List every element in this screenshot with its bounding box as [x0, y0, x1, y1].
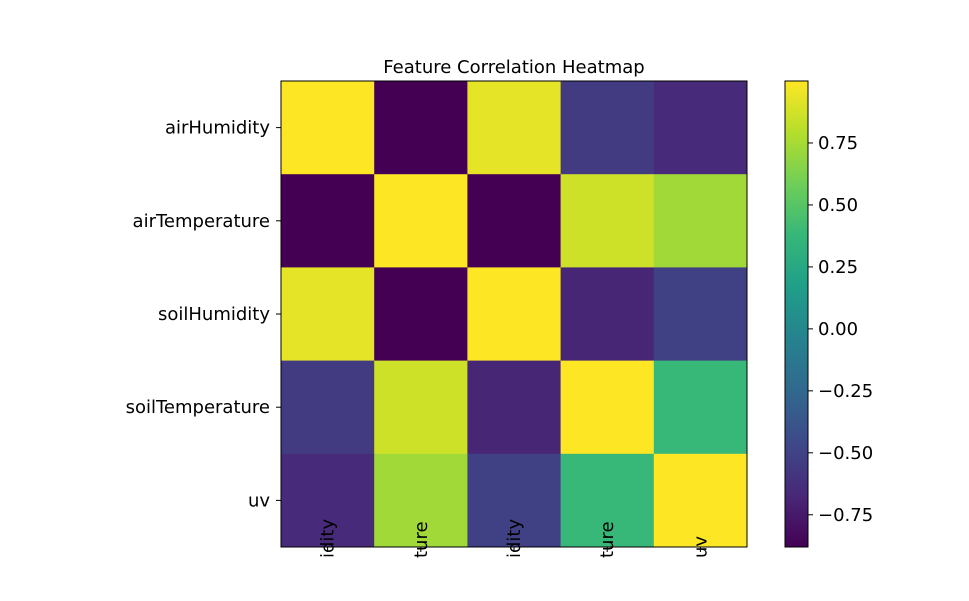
- heatmap-cell: [653, 267, 748, 362]
- heatmap-cell: [653, 81, 748, 175]
- y-tick-label: soilHumidity: [158, 304, 270, 325]
- heatmap-cell: [281, 360, 375, 455]
- heatmap-cell: [281, 174, 375, 268]
- heatmap-cell: [281, 453, 375, 548]
- column-labels: idity ture idity ture uv: [318, 519, 712, 558]
- y-tick-label: soilTemperature: [126, 397, 270, 418]
- heatmap-cell: [281, 81, 375, 175]
- colorbar-tick-label: −0.25: [818, 381, 873, 402]
- heatmap-cell: [653, 453, 748, 548]
- colorbar-frame: [784, 80, 809, 548]
- heatmap-cell: [374, 174, 468, 268]
- heatmap-cell: [653, 174, 748, 268]
- heatmap-cell: [467, 360, 562, 455]
- x-tick-label: idity: [504, 519, 525, 558]
- x-tick-label: ture: [411, 521, 432, 558]
- colorbar-tick-label: 0.50: [818, 195, 858, 216]
- heatmap-cell: [653, 360, 748, 455]
- colorbar-tick-label: 0.25: [818, 257, 858, 278]
- colorbar-tick-label: −0.75: [818, 505, 873, 526]
- heatmap-cell: [467, 453, 562, 548]
- x-tick-label: ture: [597, 521, 618, 558]
- y-tick-label: airHumidity: [165, 118, 270, 139]
- colorbar-tick-label: 0.00: [818, 319, 858, 340]
- heatmap-cell: [281, 267, 375, 362]
- heatmap-cell: [467, 174, 562, 268]
- heatmap-cell: [560, 267, 655, 362]
- colorbar-tick-label: −0.50: [818, 443, 873, 464]
- heatmap-cell: [560, 360, 655, 455]
- y-tick-label: uv: [248, 490, 270, 511]
- heatmap-cell: [374, 453, 468, 548]
- colorbar: 0.75 0.50 0.25 0.00 −0.25 −0.50 −0.75: [784, 80, 873, 548]
- heatmap-cell: [374, 360, 468, 455]
- colorbar-tick-label: 0.75: [818, 133, 858, 154]
- heatmap-cells: [281, 81, 748, 548]
- x-tick-label: idity: [318, 519, 339, 558]
- heatmap-cell: [374, 267, 468, 362]
- heatmap-cell: [560, 453, 655, 548]
- chart-title: Feature Correlation Heatmap: [383, 57, 644, 78]
- x-tick-label: uv: [690, 536, 711, 558]
- row-labels: airHumidity airTemperature soilHumidity soi…: [126, 118, 281, 511]
- y-tick-label: airTemperature: [133, 211, 270, 232]
- colorbar-gradient: [785, 81, 808, 547]
- heatmap-cell: [560, 81, 655, 175]
- heatmap-cell: [374, 81, 468, 175]
- heatmap-cell: [467, 81, 562, 175]
- heatmap-cell: [560, 174, 655, 268]
- heatmap-cell: [467, 267, 562, 362]
